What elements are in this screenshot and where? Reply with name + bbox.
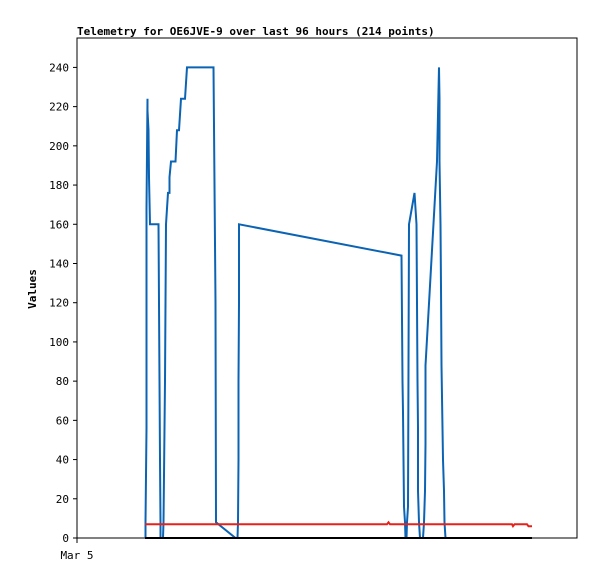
y-tick-label: 80 [56, 375, 69, 388]
y-tick-label: 120 [49, 297, 69, 310]
chart-title: Telemetry for OE6JVE-9 over last 96 hour… [77, 25, 435, 38]
y-tick-label: 20 [56, 493, 69, 506]
y-tick-label: 240 [49, 61, 69, 74]
series-layer [144, 66, 532, 539]
y-tick-label: 0 [62, 532, 69, 545]
x-axis-ticks: Mar 5 [60, 538, 94, 562]
y-tick-label: 40 [56, 454, 69, 467]
y-tick-label: 140 [49, 257, 69, 270]
y-axis-label: Values [26, 269, 39, 309]
y-axis-ticks: 0 20 40 60 80 100 120 140 160 180 200 220 240 [49, 61, 77, 545]
y-tick-label: 60 [56, 414, 69, 427]
y-tick-label: 160 [49, 218, 69, 231]
y-tick-label: 220 [49, 101, 69, 114]
x-tick-label: Mar 5 [60, 549, 93, 562]
y-tick-label: 200 [49, 140, 69, 153]
series-line-2 [145, 520, 532, 529]
plot-area [76, 37, 578, 539]
y-tick-label: 180 [49, 179, 69, 192]
y-tick-label: 100 [49, 336, 69, 349]
